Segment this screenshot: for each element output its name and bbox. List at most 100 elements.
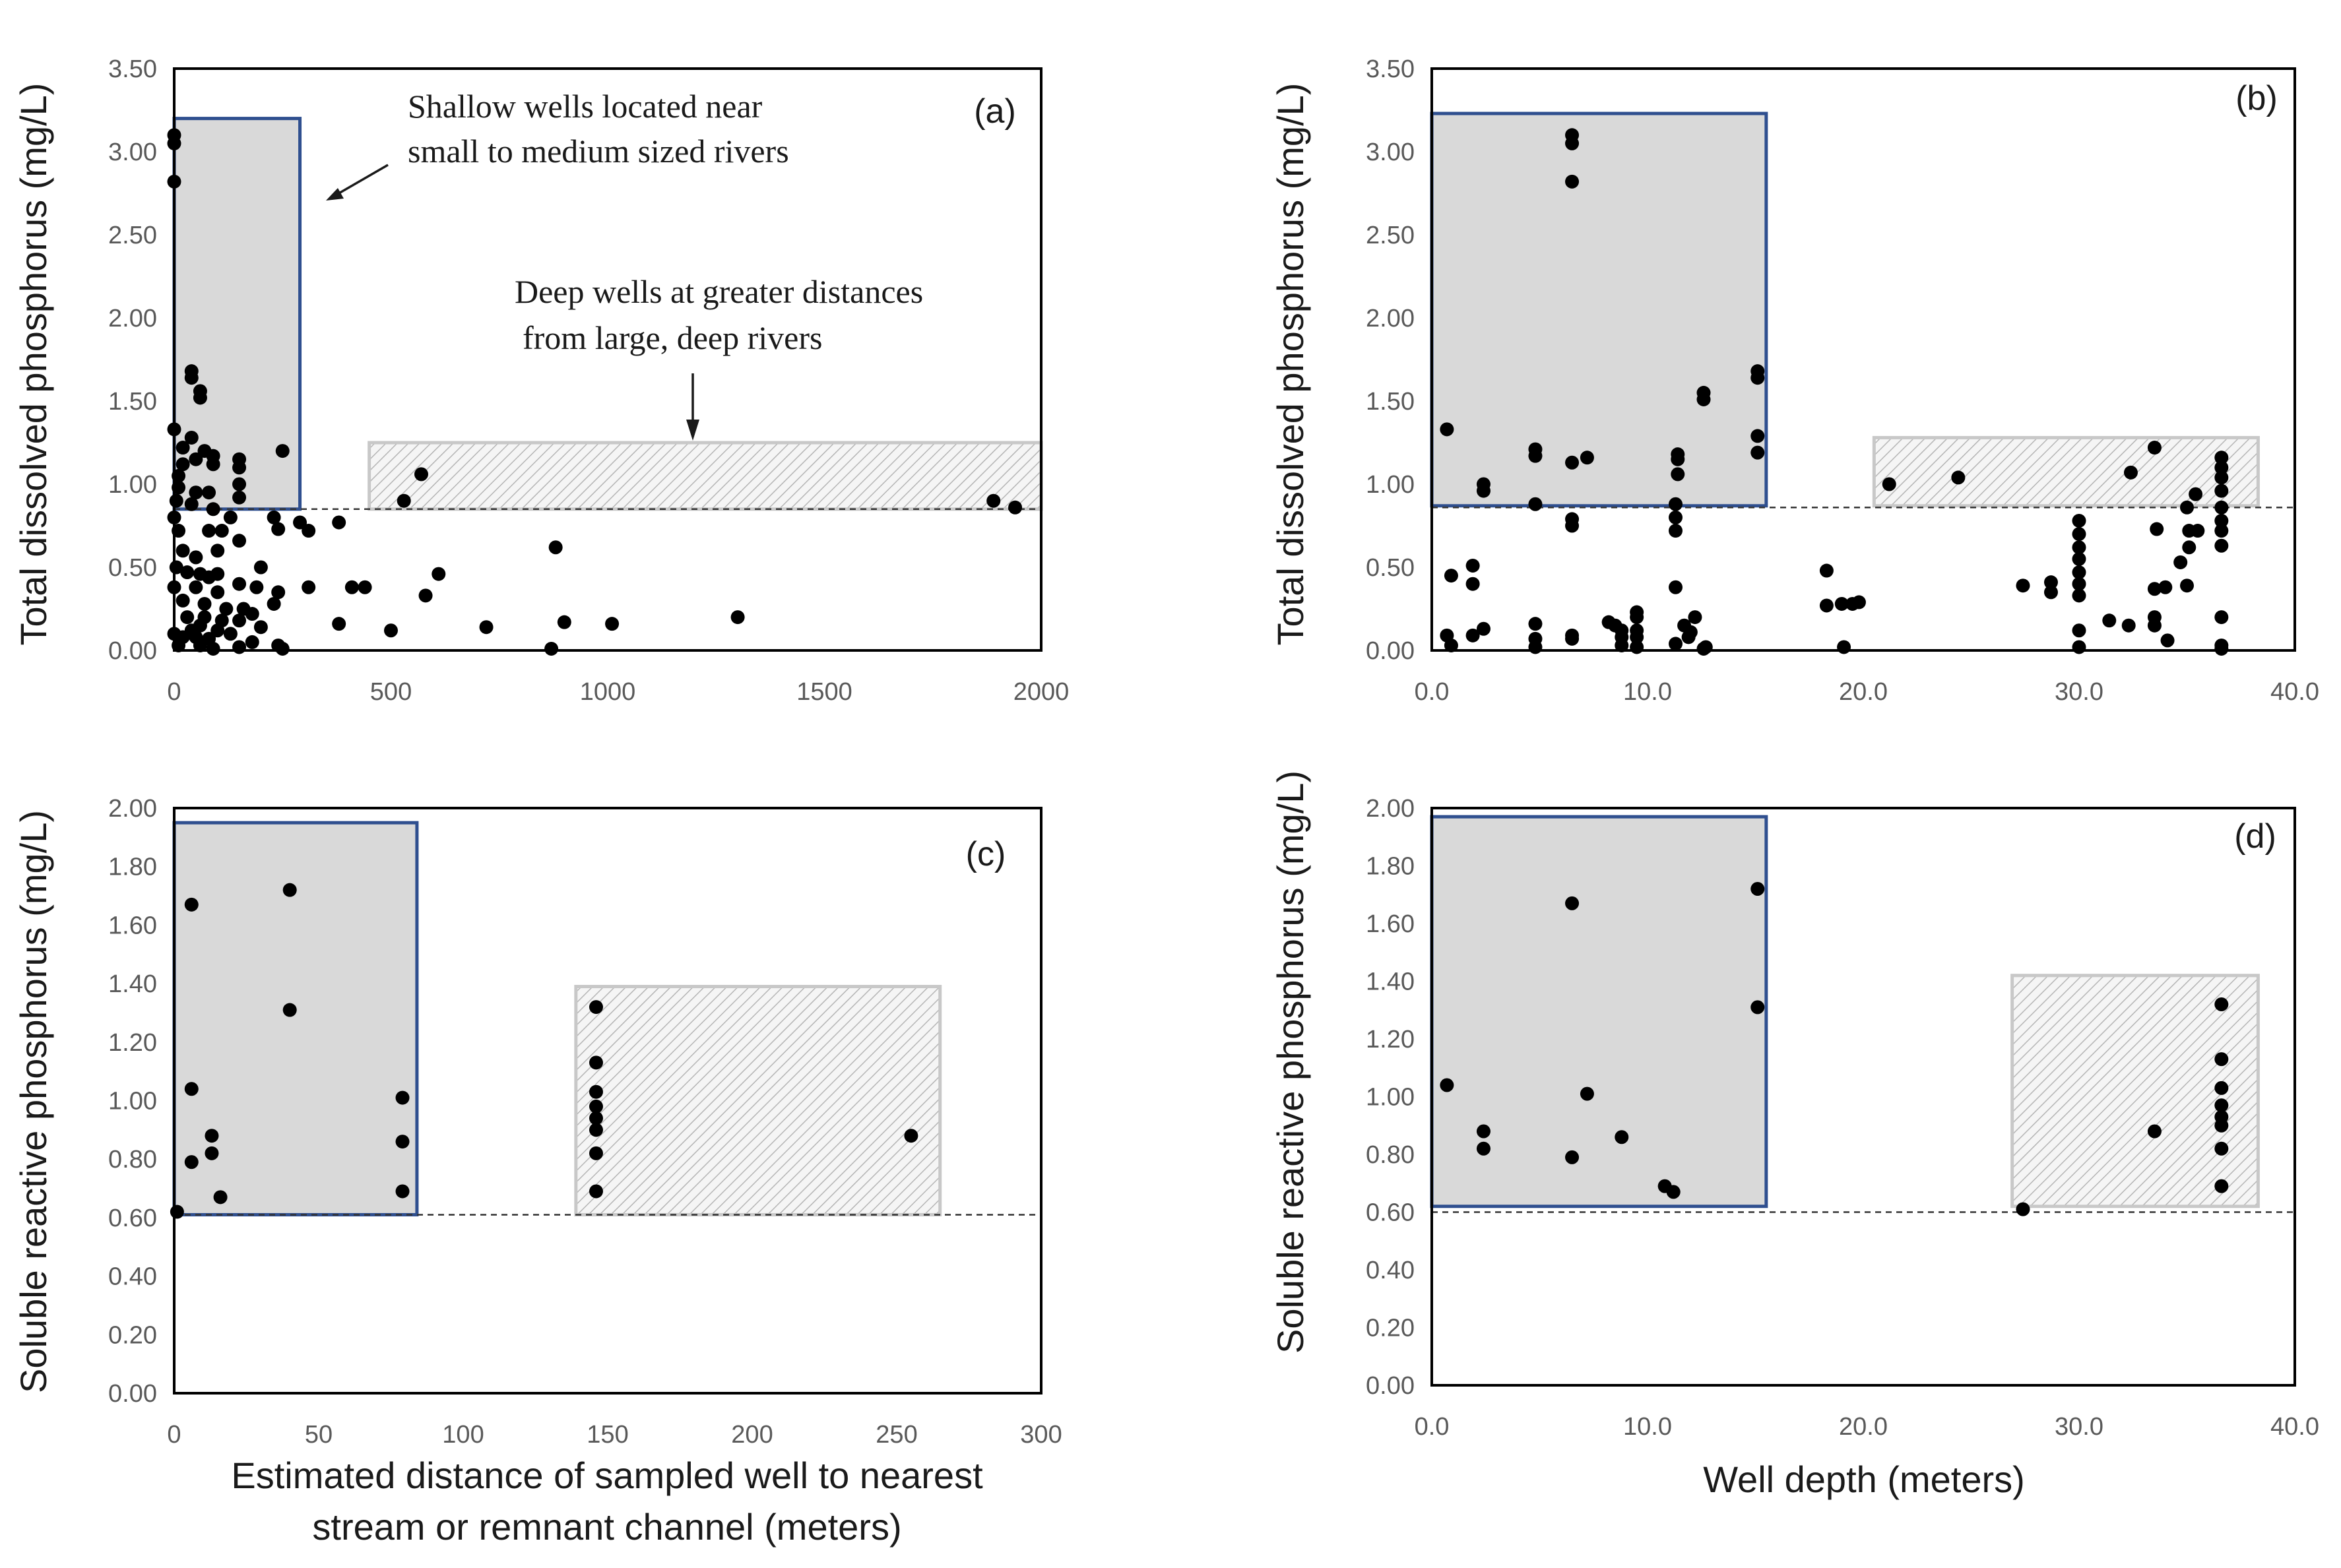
data-point — [189, 452, 203, 466]
data-point — [176, 457, 190, 472]
data-point — [2123, 465, 2138, 480]
y-tick-label: 3.50 — [108, 55, 157, 83]
data-point — [2214, 997, 2229, 1011]
data-point — [589, 1146, 603, 1160]
y-tick-label: 0.20 — [1366, 1315, 1415, 1342]
deep-wells-box — [368, 441, 1043, 511]
y-tick-label: 3.50 — [1366, 55, 1415, 83]
y-tick-label: 2.00 — [108, 305, 157, 332]
data-point — [332, 617, 346, 631]
panel-label: (a) — [974, 92, 1016, 131]
deep-wells-box — [574, 985, 942, 1216]
data-point — [1750, 882, 1765, 896]
y-tick-label: 1.20 — [1366, 1026, 1415, 1053]
data-point — [184, 371, 199, 385]
data-point — [1851, 595, 1866, 610]
data-point — [418, 588, 433, 603]
data-point — [271, 585, 286, 600]
data-point — [1819, 598, 1834, 613]
data-point — [1476, 621, 1491, 636]
data-point — [1750, 371, 1765, 385]
data-point — [189, 550, 203, 565]
data-point — [193, 391, 207, 405]
x-axis-label: stream or remnant channel (meters) — [312, 1506, 901, 1548]
data-point — [1528, 617, 1543, 631]
data-point — [589, 1084, 603, 1099]
data-point — [479, 620, 494, 635]
data-point — [2043, 585, 2058, 600]
x-tick-label: 1500 — [796, 678, 852, 706]
x-axis-label: Estimated distance of sampled well to ne… — [231, 1455, 983, 1496]
data-point — [176, 441, 190, 455]
data-point — [986, 493, 1001, 508]
data-point — [197, 596, 212, 611]
y-tick-label: 1.60 — [108, 912, 157, 939]
data-point — [1528, 449, 1543, 463]
x-tick-label: 20.0 — [1839, 678, 1888, 706]
y-tick-label: 1.00 — [1366, 471, 1415, 499]
data-point — [1882, 477, 1896, 491]
x-tick-label: 10.0 — [1623, 1413, 1672, 1441]
data-point — [2214, 610, 2229, 625]
data-point — [2072, 540, 2086, 555]
data-point — [267, 596, 281, 611]
data-point — [184, 430, 199, 445]
data-point — [2072, 551, 2086, 566]
y-tick-label: 0.40 — [108, 1263, 157, 1291]
data-point — [210, 544, 225, 558]
data-point — [210, 585, 225, 600]
data-point — [589, 1055, 603, 1070]
data-point — [1476, 1124, 1491, 1139]
y-tick-label: 1.40 — [1366, 968, 1415, 996]
data-point — [2180, 500, 2194, 515]
data-point — [2214, 1081, 2229, 1095]
data-point — [232, 477, 247, 491]
data-point — [189, 486, 203, 500]
data-point — [184, 897, 199, 912]
x-tick-label: 150 — [587, 1421, 628, 1449]
data-point — [2214, 484, 2229, 498]
data-point — [395, 1135, 410, 1149]
y-tick-label: 1.80 — [1366, 853, 1415, 881]
data-point — [548, 540, 563, 555]
shallow-wells-arrow-shaft — [333, 164, 389, 198]
data-point — [2214, 1118, 2229, 1133]
data-point — [1565, 1150, 1580, 1164]
data-point — [2160, 633, 2175, 648]
y-tick-label: 2.50 — [108, 222, 157, 249]
y-axis-label: Soluble reactive phosphorus (mg/L) — [13, 810, 54, 1393]
data-point — [2147, 441, 2162, 455]
data-point — [1565, 136, 1580, 150]
data-point — [213, 1190, 228, 1205]
data-point — [2214, 460, 2229, 475]
data-point — [2072, 565, 2086, 580]
data-point — [2072, 513, 2086, 528]
data-point — [904, 1129, 918, 1143]
y-tick-label: 1.60 — [1366, 910, 1415, 938]
y-tick-label: 0.20 — [108, 1321, 157, 1349]
data-point — [232, 460, 247, 475]
chart-panel-d: 0.00 0.20 0.40 0.60 0.80 1.00 1.20 1.40 1.60 1.80… — [1269, 770, 2319, 1500]
chart-panel-a: 0.00 0.50 1.00 1.50 2.00 2.50 3.00 3.50 0 500 1000… — [13, 55, 1069, 706]
data-point — [219, 602, 234, 616]
data-point — [232, 577, 247, 591]
x-tick-label: 0 — [167, 678, 181, 706]
y-tick-label: 3.00 — [1366, 139, 1415, 166]
y-tick-label: 0.80 — [1366, 1141, 1415, 1169]
data-point — [2072, 623, 2086, 638]
data-point — [293, 515, 307, 530]
data-point — [1696, 392, 1711, 406]
y-tick-label: 0.00 — [108, 1380, 157, 1408]
data-point — [275, 444, 290, 458]
data-point — [2016, 579, 2030, 593]
data-point — [245, 607, 259, 621]
data-point — [2214, 451, 2229, 465]
data-point — [1565, 518, 1580, 533]
data-point — [302, 580, 316, 594]
data-point — [2214, 1098, 2229, 1113]
data-point — [302, 524, 316, 538]
data-point — [1669, 580, 1683, 594]
shallow-wells-arrow-head — [326, 188, 344, 201]
data-point — [275, 641, 290, 656]
